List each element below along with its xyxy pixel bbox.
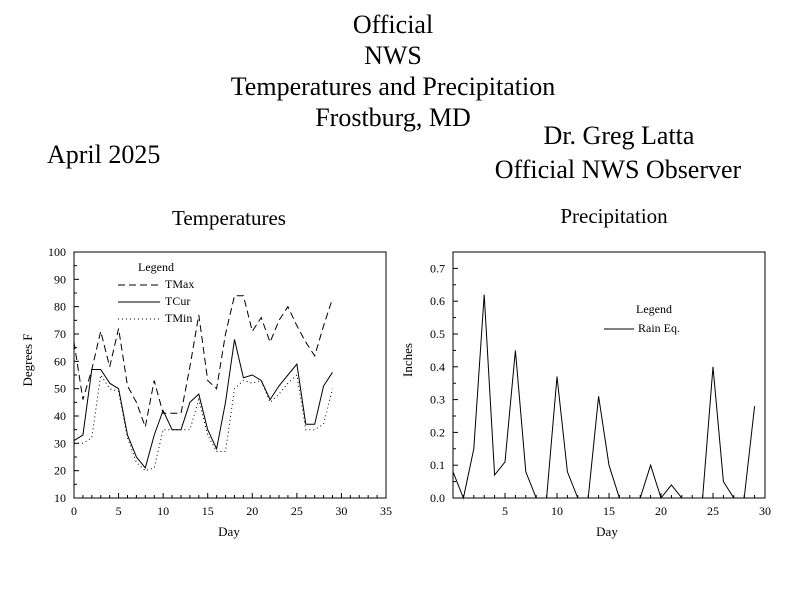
observer-name: Dr. Greg Latta xyxy=(543,121,695,150)
temperature-y-tick-label: 50 xyxy=(54,382,66,396)
temperature-series-tcur xyxy=(73,339,333,469)
legend-tmin-label: TMin xyxy=(165,311,192,325)
precipitation-x-tick-label: 15 xyxy=(603,504,615,518)
precipitation-chart-title: Precipitation xyxy=(560,204,668,228)
temperature-y-tick-label: 90 xyxy=(54,272,66,286)
temperature-y-tick-label: 70 xyxy=(54,327,66,341)
title-line-4: Frostburg, MD xyxy=(315,103,471,132)
precipitation-x-tick-label: 5 xyxy=(502,504,508,518)
precipitation-y-axis-label: Inches xyxy=(400,343,415,377)
temperature-y-tick-label: 80 xyxy=(54,300,66,314)
legend-tcur-label: TCur xyxy=(165,294,190,308)
precipitation-y-tick-label: 0.1 xyxy=(430,458,445,472)
title-line-1: Official xyxy=(352,10,434,39)
precipitation-x-tick-label: 10 xyxy=(551,504,563,518)
temperature-x-tick-label: 20 xyxy=(246,504,258,518)
precipitation-x-axis-label: Day xyxy=(596,524,618,539)
temperature-y-tick-label: 60 xyxy=(54,354,66,368)
precipitation-x-tick-label: 25 xyxy=(707,504,719,518)
precipitation-legend: Legend Rain Eq. xyxy=(604,302,680,335)
precipitation-y-tick-label: 0.7 xyxy=(430,261,445,275)
temperature-series-tmax xyxy=(73,295,333,429)
precipitation-y-tick-label: 0.3 xyxy=(430,393,445,407)
title-line-2: NWS xyxy=(364,41,422,70)
temperature-x-tick-label: 10 xyxy=(157,504,169,518)
temperature-x-tick-label: 15 xyxy=(202,504,214,518)
temperature-y-tick-label: 10 xyxy=(54,491,66,505)
precipitation-x-tick-label: 20 xyxy=(655,504,667,518)
temperature-legend: Legend TMax TCur TMin xyxy=(118,260,194,325)
precipitation-y-tick-label: 0.2 xyxy=(430,425,445,439)
temperature-chart-title: Temperatures xyxy=(172,206,286,230)
legend-rain-label: Rain Eq. xyxy=(638,321,680,335)
temperature-y-tick-label: 40 xyxy=(54,409,66,423)
month-label: April 2025 xyxy=(47,140,161,169)
precipitation-y-tick-label: 0.5 xyxy=(430,327,445,341)
legend-tmax-label: TMax xyxy=(165,277,194,291)
precipitation-y-tick-label: 0.6 xyxy=(430,294,445,308)
temperature-legend-title: Legend xyxy=(138,260,174,274)
temperature-x-tick-label: 30 xyxy=(335,504,347,518)
temperature-x-tick-label: 0 xyxy=(71,504,77,518)
temperature-x-tick-label: 35 xyxy=(380,504,392,518)
precipitation-series-rain-eq xyxy=(452,294,756,500)
precipitation-legend-title: Legend xyxy=(636,302,672,316)
temperature-x-tick-label: 5 xyxy=(116,504,122,518)
temperature-y-axis-label: Degrees F xyxy=(20,333,35,386)
precipitation-plot-frame xyxy=(452,251,766,499)
temperature-y-tick-label: 100 xyxy=(48,245,66,259)
temperature-y-tick-label: 30 xyxy=(54,436,66,450)
precipitation-x-tick-label: 30 xyxy=(759,504,771,518)
temperature-y-tick-label: 20 xyxy=(54,464,66,478)
precipitation-y-tick-label: 0.0 xyxy=(430,491,445,505)
temperature-x-tick-label: 25 xyxy=(291,504,303,518)
title-line-3: Temperatures and Precipitation xyxy=(230,72,556,101)
temperature-x-axis-label: Day xyxy=(218,524,240,539)
precipitation-y-tick-label: 0.4 xyxy=(430,360,445,374)
observer-role: Official NWS Observer xyxy=(494,155,742,184)
